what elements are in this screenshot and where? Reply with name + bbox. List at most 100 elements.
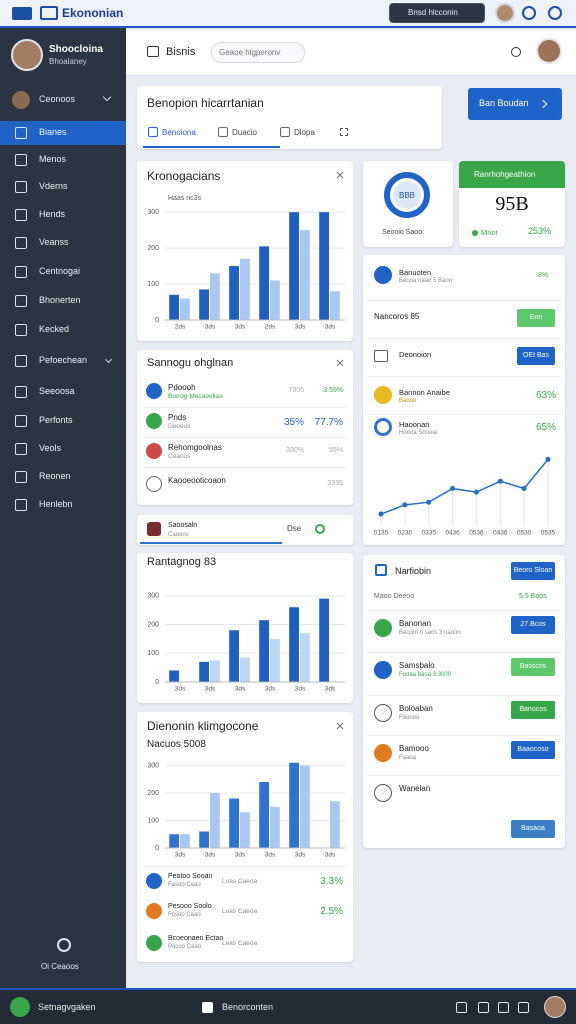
sidebar [0, 28, 126, 988]
menu-icon [15, 355, 27, 367]
item-icon [374, 386, 392, 404]
divider [367, 695, 561, 696]
menu-item[interactable]: Veanss [39, 237, 69, 247]
menu-item[interactable]: Kecked [39, 324, 70, 334]
status-dot [472, 230, 478, 236]
logo-icon [12, 7, 32, 20]
taskbar [0, 988, 576, 1024]
actions-title: Narfiobin [395, 566, 432, 576]
actions-footer-button[interactable] [511, 820, 555, 838]
item-icon [146, 383, 162, 399]
item-button[interactable] [511, 741, 555, 759]
item-tag: 8% [538, 272, 549, 279]
menu-item[interactable]: Menos [39, 154, 67, 164]
item-name: Banonan [399, 619, 432, 628]
taskbar-icon[interactable] [518, 1002, 529, 1013]
item-name: Bannon Anaibe [399, 388, 450, 397]
item-button[interactable] [517, 347, 555, 365]
avatar[interactable] [495, 3, 515, 23]
menu-icon [15, 209, 27, 221]
overview-title: Benopion hicarrtanian [147, 96, 264, 110]
menu-item[interactable]: Bhonerten [39, 295, 81, 305]
menu-item[interactable]: Bianes [39, 127, 67, 137]
item-sub: Deoous [168, 423, 191, 430]
chart-subtitle: Haas nc3s [168, 195, 202, 202]
tab[interactable]: Duacio [232, 128, 257, 137]
icon-button[interactable] [548, 6, 562, 20]
item-name: Banuoten [399, 268, 432, 277]
item-name: Boloaban [399, 704, 433, 713]
strip-label: Saoosaln [168, 522, 198, 529]
divider [367, 300, 561, 301]
taskbar-left: Setnagvgaken [38, 1002, 96, 1012]
item-icon [146, 903, 162, 919]
profile-name: Shoocloina [49, 44, 103, 55]
actions-meta: Maoo Deeoo [374, 593, 415, 600]
divider [367, 414, 561, 415]
menu-item[interactable]: Hends [39, 209, 66, 219]
divider [367, 775, 561, 776]
item-icon [374, 619, 392, 637]
item-icon [146, 443, 162, 459]
tab[interactable]: Benoiona [162, 128, 196, 137]
taskbar-icon[interactable] [456, 1002, 467, 1013]
item-meta: Loas Caeoa [222, 908, 258, 915]
item-button[interactable] [511, 616, 555, 634]
tab-icon [218, 127, 228, 137]
button-text: Baaocoso [517, 746, 549, 753]
menu-icon [15, 324, 27, 336]
item-icon [374, 744, 392, 762]
chart-card [137, 553, 353, 703]
menu-item[interactable]: Veols [39, 443, 62, 453]
item-value: 330% [286, 447, 304, 454]
actions-button[interactable] [511, 562, 555, 580]
search-box[interactable] [389, 3, 485, 23]
item-sub: Ceaoos [168, 453, 191, 460]
menu-item[interactable]: Henlebn [39, 499, 73, 509]
taskbar-icon[interactable] [478, 1002, 489, 1013]
menu-item[interactable]: Centnogai [39, 266, 81, 276]
strip-icon [147, 522, 161, 536]
menu-item[interactable]: Reonen [39, 471, 71, 481]
refresh-icon[interactable] [511, 47, 521, 57]
tab[interactable]: Dlopa [294, 128, 315, 137]
header-search[interactable] [211, 42, 305, 63]
account-icon [12, 91, 30, 109]
divider [143, 866, 347, 867]
item-icon [374, 661, 392, 679]
item-button[interactable] [511, 701, 555, 719]
item-value: 7005 [288, 387, 304, 394]
menu-item[interactable]: Perfonts [39, 415, 73, 425]
stat-header [459, 161, 565, 188]
menu-icon [15, 154, 27, 166]
menu-item[interactable]: Vderns [39, 181, 68, 191]
logo-icon [40, 6, 58, 20]
strip-tag: Dse [287, 524, 302, 533]
header-avatar[interactable] [536, 38, 562, 64]
menu-active[interactable] [0, 121, 126, 145]
icon-button[interactable] [522, 6, 536, 20]
item-name: Kaooeooticoaon [168, 476, 226, 485]
item-icon [146, 413, 162, 429]
item-button[interactable] [511, 658, 555, 676]
item-button[interactable] [517, 309, 555, 327]
button-text: 27.Bcos [520, 621, 546, 628]
item-name: Wanelan [399, 784, 431, 793]
item-name: Samsbalo [399, 661, 435, 670]
item-name: Pdoooh [168, 383, 196, 392]
menu-item[interactable]: Seeoosa [39, 386, 75, 396]
divider [143, 407, 347, 408]
taskbar-icon[interactable] [498, 1002, 509, 1013]
item-icon [146, 476, 162, 492]
tab-icon [280, 127, 290, 137]
stat-header-text: Ranrhohgeathion [474, 170, 536, 179]
menu-icon [15, 386, 27, 398]
item-change: 3335 [327, 480, 343, 487]
header-icon [375, 564, 387, 576]
taskbar-avatar[interactable] [544, 996, 566, 1018]
item-value: 3.3% [320, 876, 343, 887]
menu-icon [15, 499, 27, 511]
item-change: 3.55% [323, 387, 343, 394]
overview-button[interactable] [468, 88, 562, 120]
menu-item[interactable]: Pefoechean [39, 355, 88, 365]
